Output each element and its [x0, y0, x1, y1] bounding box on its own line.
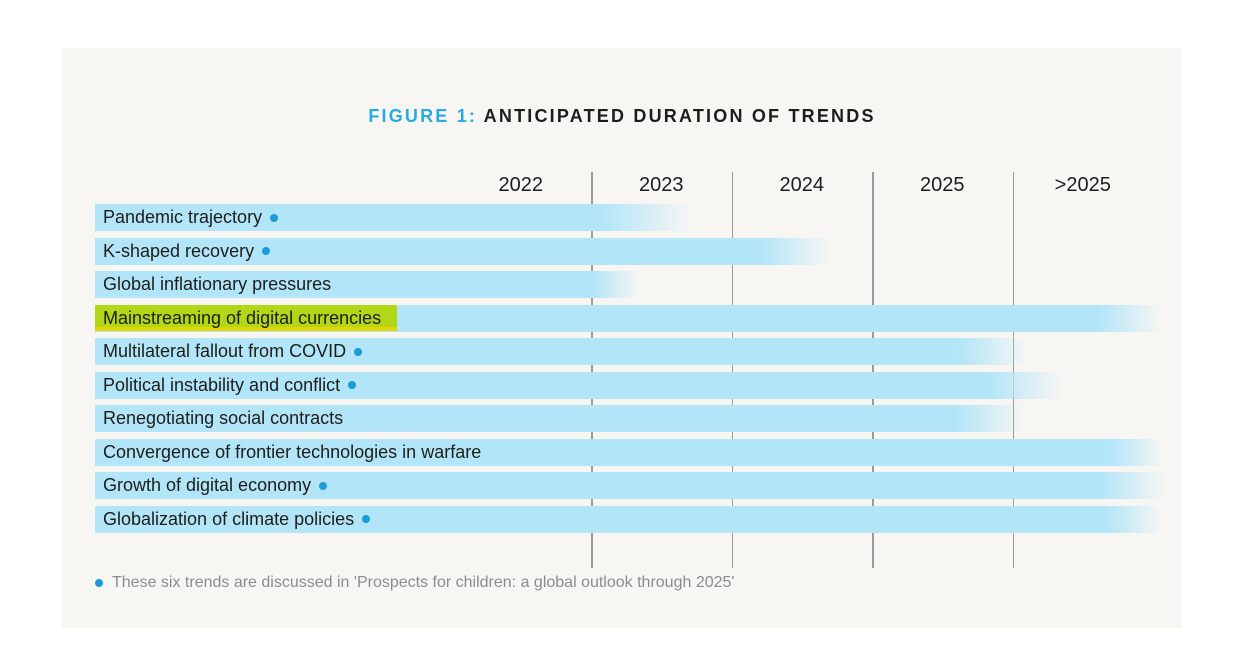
trend-bar: Growth of digital economy: [95, 472, 1165, 499]
trend-bar: Political instability and conflict: [95, 371, 1062, 399]
trend-bar: Globalization of climate policies: [95, 505, 1163, 533]
year-label: 2022: [498, 174, 544, 196]
trend-label: Political instability and conflict: [103, 374, 341, 395]
footnote-ring-icon: [95, 579, 103, 587]
gridline: [872, 172, 874, 568]
trend-bar: Mainstreaming of digital currencies: [95, 304, 1162, 332]
trend-ring-icon: [354, 347, 363, 356]
footnote-text: These six trends are discussed in 'Prosp…: [112, 574, 735, 591]
year-label: 2023: [639, 174, 684, 196]
footnote: These six trends are discussed in 'Prosp…: [95, 574, 734, 592]
trend-bar: Global inflationary pressures: [95, 271, 640, 298]
trend-label: Renegotiating social contracts: [103, 408, 344, 428]
trend-bar: Convergence of frontier technologies in …: [95, 438, 1163, 466]
trend-ring-icon: [262, 247, 271, 255]
gridline: [591, 172, 593, 568]
trend-label: Convergence of frontier technologies in …: [103, 441, 482, 462]
trend-label: Mainstreaming of digital currencies: [95, 305, 398, 331]
trend-label: Pandemic trajectory: [103, 207, 263, 227]
year-label: 2024: [779, 174, 825, 196]
trend-bar: Renegotiating social contracts: [95, 405, 1025, 432]
trend-label: Globalization of climate policies: [103, 508, 355, 529]
trend-bar: Multilateral fallout from COVID: [95, 338, 1028, 365]
trend-ring-icon: [362, 515, 371, 523]
trend-label: Growth of digital economy: [103, 475, 312, 495]
trend-ring-icon: [319, 481, 328, 490]
trend-label: K-shaped recovery: [103, 240, 255, 261]
year-label: >2025: [1054, 174, 1111, 196]
highlight-marker: Mainstreaming of digital currencies: [95, 305, 398, 331]
figure-number: FIGURE 1:: [368, 106, 478, 126]
figure-title: FIGURE 1: ANTICIPATED DURATION OF TRENDS: [62, 106, 1182, 127]
trend-ring-icon: [348, 381, 357, 389]
trend-label: Global inflationary pressures: [103, 274, 332, 294]
trend-bar: K-shaped recovery: [95, 237, 830, 265]
gridline: [1012, 172, 1014, 568]
gridline: [731, 172, 733, 568]
year-label: 2025: [920, 174, 965, 196]
figure-card: FIGURE 1: ANTICIPATED DURATION OF TRENDS…: [62, 48, 1182, 628]
figure-title-text: ANTICIPATED DURATION OF TRENDS: [483, 106, 876, 126]
trend-label: Multilateral fallout from COVID: [103, 341, 347, 361]
trend-bar: Pandemic trajectory: [95, 204, 692, 231]
trend-ring-icon: [270, 213, 279, 222]
